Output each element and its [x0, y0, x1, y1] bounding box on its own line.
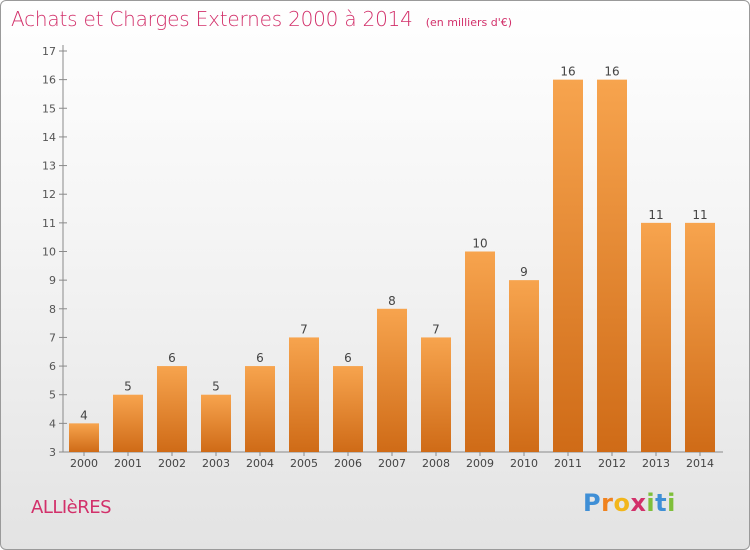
- x-tick-label: 2008: [422, 457, 450, 470]
- x-tick-label: 2013: [642, 457, 670, 470]
- value-label: 9: [520, 265, 528, 279]
- value-label: 11: [648, 208, 663, 222]
- x-tick-labels: 2000 2001 2002 2003 2004 2005 2006 2007 2008 2009…: [70, 457, 714, 470]
- y-tick-label: 4: [49, 417, 56, 430]
- x-tick-label: 2009: [466, 457, 494, 470]
- x-tick-label: 2004: [246, 457, 274, 470]
- value-label: 6: [344, 351, 352, 365]
- bar: [113, 394, 143, 452]
- y-tick-label: 11: [42, 217, 56, 230]
- chart-unit: (en milliers d'€): [425, 16, 513, 29]
- y-tick-label: 5: [49, 389, 56, 402]
- y-tick-label: 9: [49, 274, 56, 287]
- value-label: 16: [604, 65, 619, 79]
- proxiti-logo: Proxiti: [583, 489, 676, 517]
- x-tick-label: 2005: [290, 457, 318, 470]
- value-label: 11: [692, 208, 707, 222]
- bar: [245, 366, 275, 452]
- value-label: 4: [80, 408, 88, 422]
- x-tick-label: 2014: [686, 457, 714, 470]
- bar: [201, 394, 231, 452]
- x-tick-label: 2002: [158, 457, 186, 470]
- y-tick-label: 6: [49, 360, 56, 373]
- y-tick-label: 15: [42, 102, 56, 115]
- logo-letter: r: [601, 489, 614, 517]
- x-tick-label: 2006: [334, 457, 362, 470]
- value-label: 16: [560, 65, 575, 79]
- logo-letter: o: [613, 489, 631, 517]
- y-tick-label: 16: [42, 74, 56, 87]
- bar: [421, 337, 451, 452]
- x-tick-label: 2012: [598, 457, 626, 470]
- bar: [509, 280, 539, 452]
- logo-letter: x: [630, 489, 647, 517]
- y-tick-label: 17: [42, 45, 56, 58]
- bar: [377, 308, 407, 452]
- logo-letter: i: [667, 489, 676, 517]
- bar: [597, 79, 627, 453]
- value-label: 5: [212, 380, 220, 394]
- logo-letter: P: [583, 489, 602, 517]
- logo-letter: i: [646, 489, 656, 517]
- y-tick-label: 8: [49, 303, 56, 316]
- value-label: 7: [432, 322, 440, 336]
- y-tick-label: 12: [42, 188, 56, 201]
- y-tick-label: 13: [42, 160, 56, 173]
- logo-letter: t: [655, 489, 668, 517]
- value-label: 10: [472, 237, 487, 251]
- value-labels: 4 5 6 5 6 7 6 8 7 10 9 16 16 11 11: [80, 65, 707, 423]
- chart-title: Achats et Charges Externes 2000 à 2014: [11, 7, 413, 31]
- x-tick-label: 2007: [378, 457, 406, 470]
- y-tick-label: 7: [49, 331, 56, 344]
- value-label: 7: [300, 322, 308, 336]
- y-tick-label: 3: [49, 446, 56, 459]
- x-tick-label: 2003: [202, 457, 230, 470]
- bar: [289, 337, 319, 452]
- bar: [333, 366, 363, 452]
- value-label: 6: [168, 351, 176, 365]
- value-label: 6: [256, 351, 264, 365]
- bars: [69, 79, 715, 453]
- y-tick-label: 10: [42, 246, 56, 259]
- value-label: 5: [124, 380, 132, 394]
- x-tick-label: 2000: [70, 457, 98, 470]
- bar: [69, 423, 99, 452]
- x-tick-label: 2001: [114, 457, 142, 470]
- bar: [157, 366, 187, 452]
- commune-name: ALLIèRES: [31, 497, 112, 518]
- title-row: Achats et Charges Externes 2000 à 2014 (…: [11, 7, 512, 31]
- value-label: 8: [388, 294, 396, 308]
- bar: [685, 222, 715, 452]
- y-tick-labels: 3 4 5 6 7 8 9 10 11 12 13 14 15 16 17: [42, 45, 56, 459]
- bar: [641, 222, 671, 452]
- bar: [553, 79, 583, 453]
- x-tick-label: 2011: [554, 457, 582, 470]
- y-tick-label: 14: [42, 131, 56, 144]
- x-tick-label: 2010: [510, 457, 538, 470]
- bar: [465, 251, 495, 452]
